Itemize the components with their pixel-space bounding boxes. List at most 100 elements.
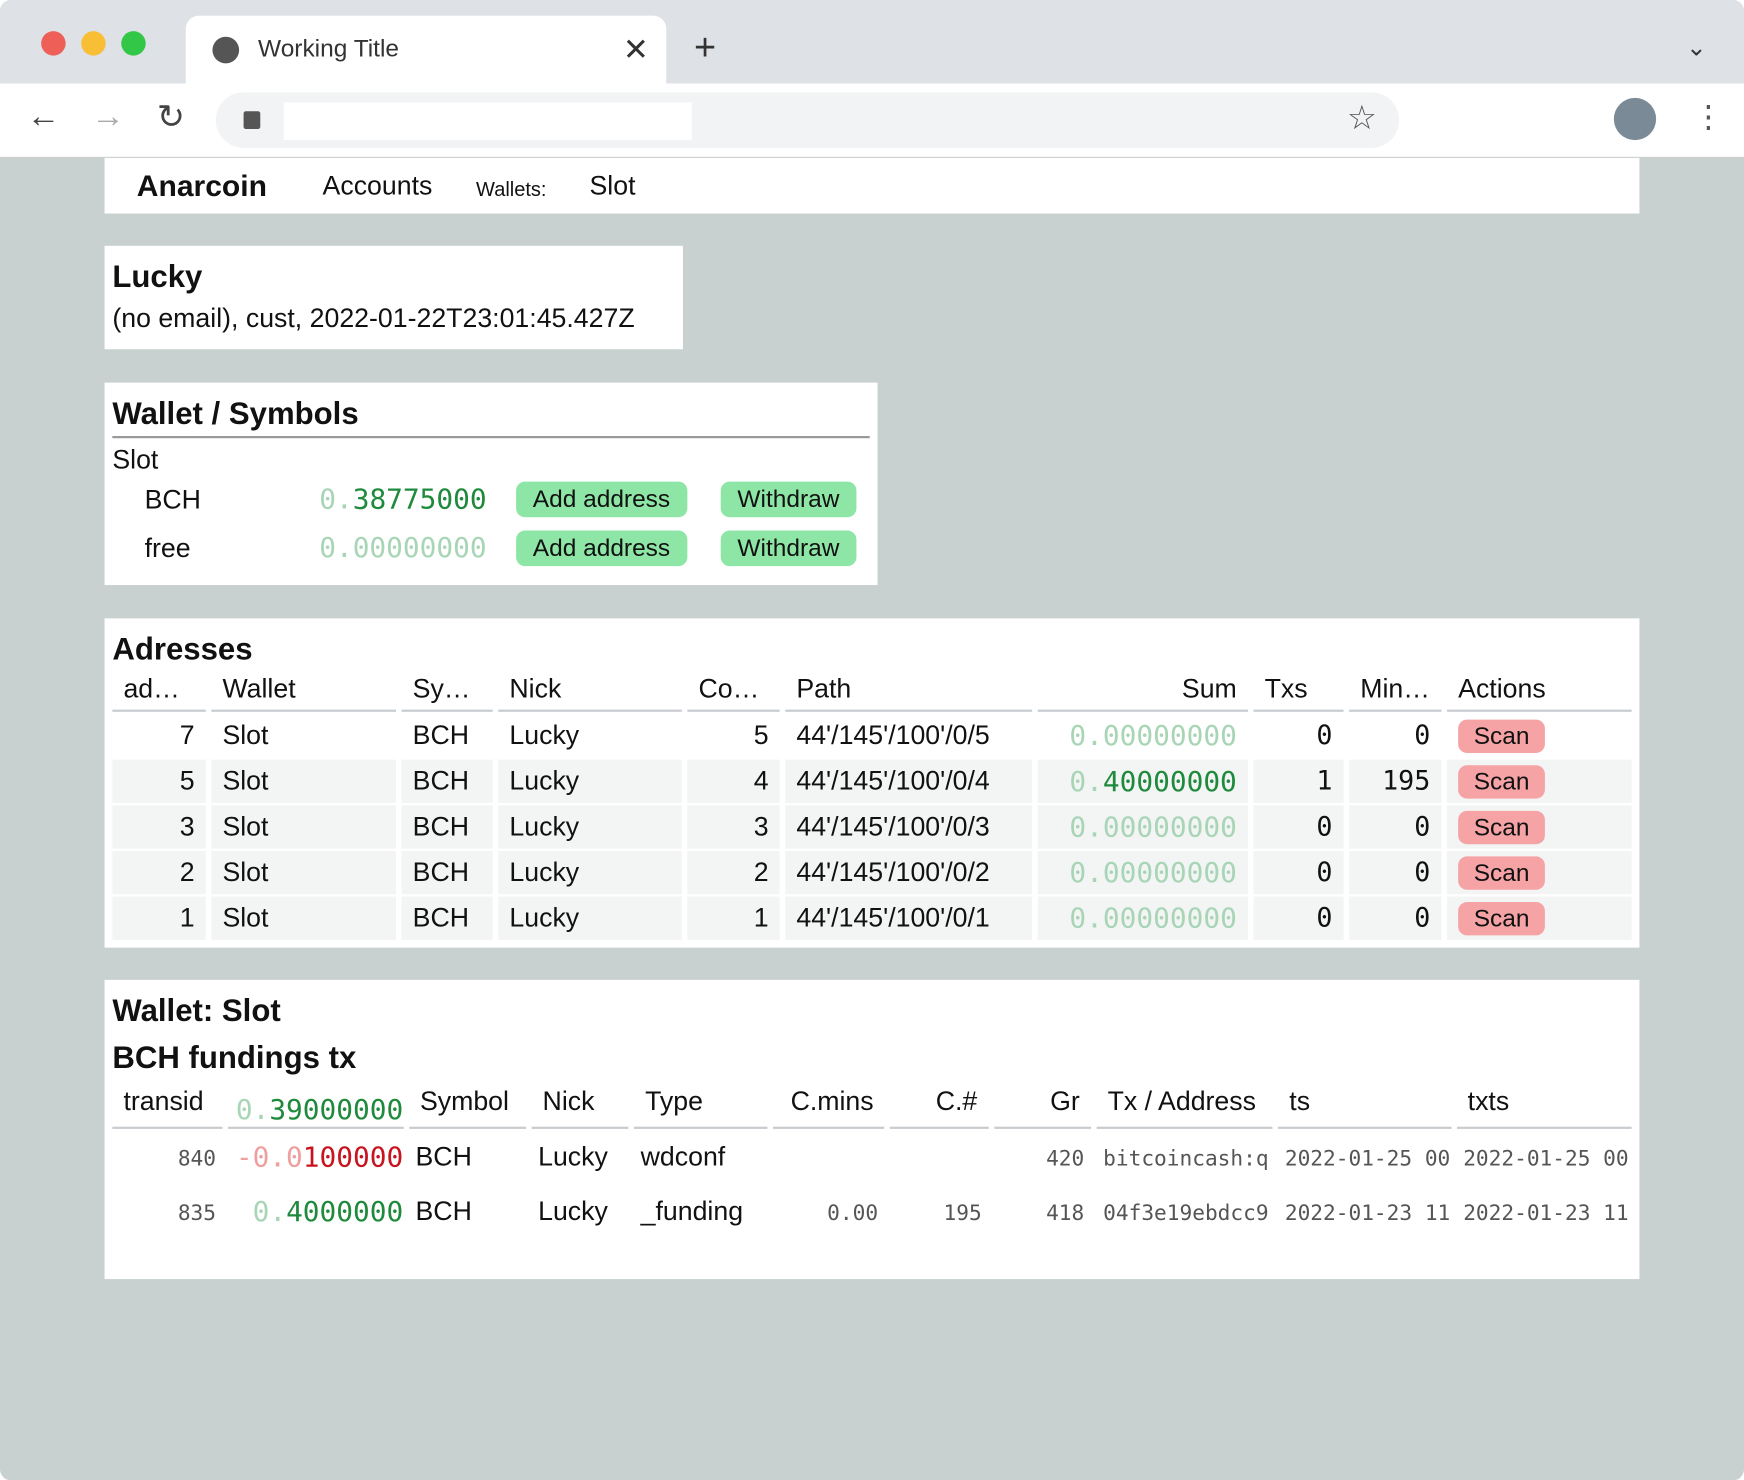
bookmark-star[interactable]: ☆	[1346, 100, 1377, 137]
cell: 44'/145'/100'/0/5	[785, 714, 1032, 757]
value: 44'/145'/100'/0/3	[796, 811, 990, 842]
cell: 2	[687, 851, 779, 894]
symbol-row: BCH 0.38775000 Add address Withdraw	[112, 476, 869, 525]
cell: 3	[687, 805, 779, 848]
panel-subtitle: BCH fundings tx	[112, 1039, 357, 1075]
count: 1	[1316, 765, 1333, 797]
scan-button[interactable]: Scan	[1458, 719, 1546, 753]
value: Slot	[222, 856, 269, 888]
value: Lucky	[538, 1141, 608, 1172]
cell: Scan	[1447, 896, 1632, 939]
back-button[interactable]: ←	[26, 97, 61, 135]
value: 0.00	[827, 1200, 879, 1226]
tab-menu[interactable]: ⌄	[1686, 33, 1707, 62]
sum: 0.00000000	[1069, 719, 1237, 752]
value: Lucky	[509, 902, 580, 933]
value: 2	[753, 856, 769, 888]
sum: 0.00000000	[1069, 810, 1237, 843]
cell: 0.40000000	[1038, 760, 1248, 803]
funding-row: 840 -0.0100000 BCH Lucky wdconf 420 bitcoincas…	[112, 1131, 1631, 1183]
balance: 0.38775000	[319, 482, 487, 515]
value: Lucky	[538, 1196, 608, 1227]
new-tab[interactable]: +	[694, 26, 717, 69]
value: 2022-01-23 11	[1284, 1200, 1451, 1226]
cell: Lucky	[498, 805, 682, 848]
value: 44'/145'/100'/0/5	[796, 720, 990, 751]
funding-row: 835 0.4000000 BCH Lucky _funding 0.00 195 418 04…	[112, 1186, 1631, 1238]
cell: 0	[1253, 896, 1343, 939]
value: 5	[753, 720, 769, 751]
cell: Slot	[211, 896, 396, 939]
count: 0	[1316, 719, 1333, 751]
value: Lucky	[509, 856, 580, 888]
reload-button[interactable]: ↻	[156, 98, 185, 136]
cell: 2	[112, 851, 205, 894]
brand[interactable]: Anarcoin	[136, 169, 267, 203]
value: BCH	[412, 811, 470, 842]
column-header: Actions	[1447, 670, 1632, 712]
sum: 0.00000000	[1069, 901, 1237, 934]
cell: 44'/145'/100'/0/3	[785, 805, 1032, 848]
add-address-button[interactable]: Add address	[516, 481, 687, 518]
column-header: txts	[1456, 1078, 1632, 1129]
active-tab[interactable]	[185, 15, 667, 85]
column-header: transid	[112, 1078, 223, 1129]
cell: BCH	[409, 1131, 526, 1183]
scan-button[interactable]: Scan	[1458, 901, 1546, 935]
cell: Scan	[1447, 714, 1632, 757]
value: 835	[177, 1200, 217, 1226]
cell: 0	[1349, 714, 1441, 757]
value: BCH	[412, 856, 470, 888]
profile-avatar[interactable]	[1613, 97, 1657, 141]
nav-link[interactable]: Slot	[589, 171, 636, 202]
count: 0	[1414, 719, 1431, 751]
scan-button[interactable]: Scan	[1458, 764, 1546, 799]
menu-button[interactable]: ⋮	[1692, 98, 1724, 134]
tab-close[interactable]: ✕	[622, 32, 649, 67]
amount: -0.0100000	[235, 1140, 404, 1173]
cell: 0	[1253, 851, 1343, 894]
amount: 0.4000000	[252, 1195, 404, 1228]
cell: 44'/145'/100'/0/2	[785, 851, 1032, 894]
min-dot[interactable]	[81, 31, 106, 56]
column-header: ad…	[112, 670, 206, 712]
value: 44'/145'/100'/0/4	[796, 765, 990, 796]
url-field[interactable]	[283, 102, 692, 141]
cell: 7	[112, 714, 205, 757]
withdraw-button[interactable]: Withdraw	[720, 530, 857, 567]
cell: 418	[994, 1186, 1091, 1238]
cell: bitcoincash:q	[1096, 1131, 1272, 1183]
cell: Scan	[1447, 805, 1632, 848]
withdraw-button[interactable]: Withdraw	[720, 481, 857, 518]
cell: Lucky	[498, 851, 682, 894]
panel-title: Adresses	[112, 631, 253, 667]
scan-button[interactable]: Scan	[1458, 855, 1546, 890]
cell: wdconf	[634, 1131, 768, 1183]
value: 2022-01-25 00	[1463, 1146, 1629, 1171]
value: 44'/145'/100'/0/1	[796, 902, 990, 933]
cell: 195	[1349, 760, 1441, 803]
value: Lucky	[509, 811, 580, 842]
cell: Lucky	[498, 896, 682, 939]
lock-icon	[243, 111, 261, 130]
scan-button[interactable]: Scan	[1458, 810, 1546, 844]
forward-button[interactable]: →	[91, 97, 125, 135]
max-dot[interactable]	[121, 31, 146, 56]
cell: _funding	[634, 1186, 768, 1238]
cell: 3	[112, 805, 205, 848]
value: 04f3e19ebdcc9	[1103, 1200, 1269, 1226]
count: 0	[1414, 810, 1431, 842]
add-address-button[interactable]: Add address	[516, 530, 687, 567]
cell: 44'/145'/100'/0/1	[785, 896, 1032, 939]
column-header: Path	[785, 670, 1033, 712]
value: 1	[179, 902, 195, 933]
cell: Lucky	[531, 1186, 628, 1238]
value: BCH	[415, 1196, 472, 1227]
nav-link[interactable]: Accounts	[322, 171, 433, 202]
header-text: Type	[645, 1086, 703, 1117]
symbol: free	[144, 533, 191, 564]
cell: 0.00	[773, 1186, 884, 1238]
value: 1	[753, 902, 769, 933]
address-row: 2 Slot BCH Lucky 2 44'/145'/100'/0/2 0.0000000…	[112, 850, 1632, 895]
close-dot[interactable]	[41, 31, 66, 56]
